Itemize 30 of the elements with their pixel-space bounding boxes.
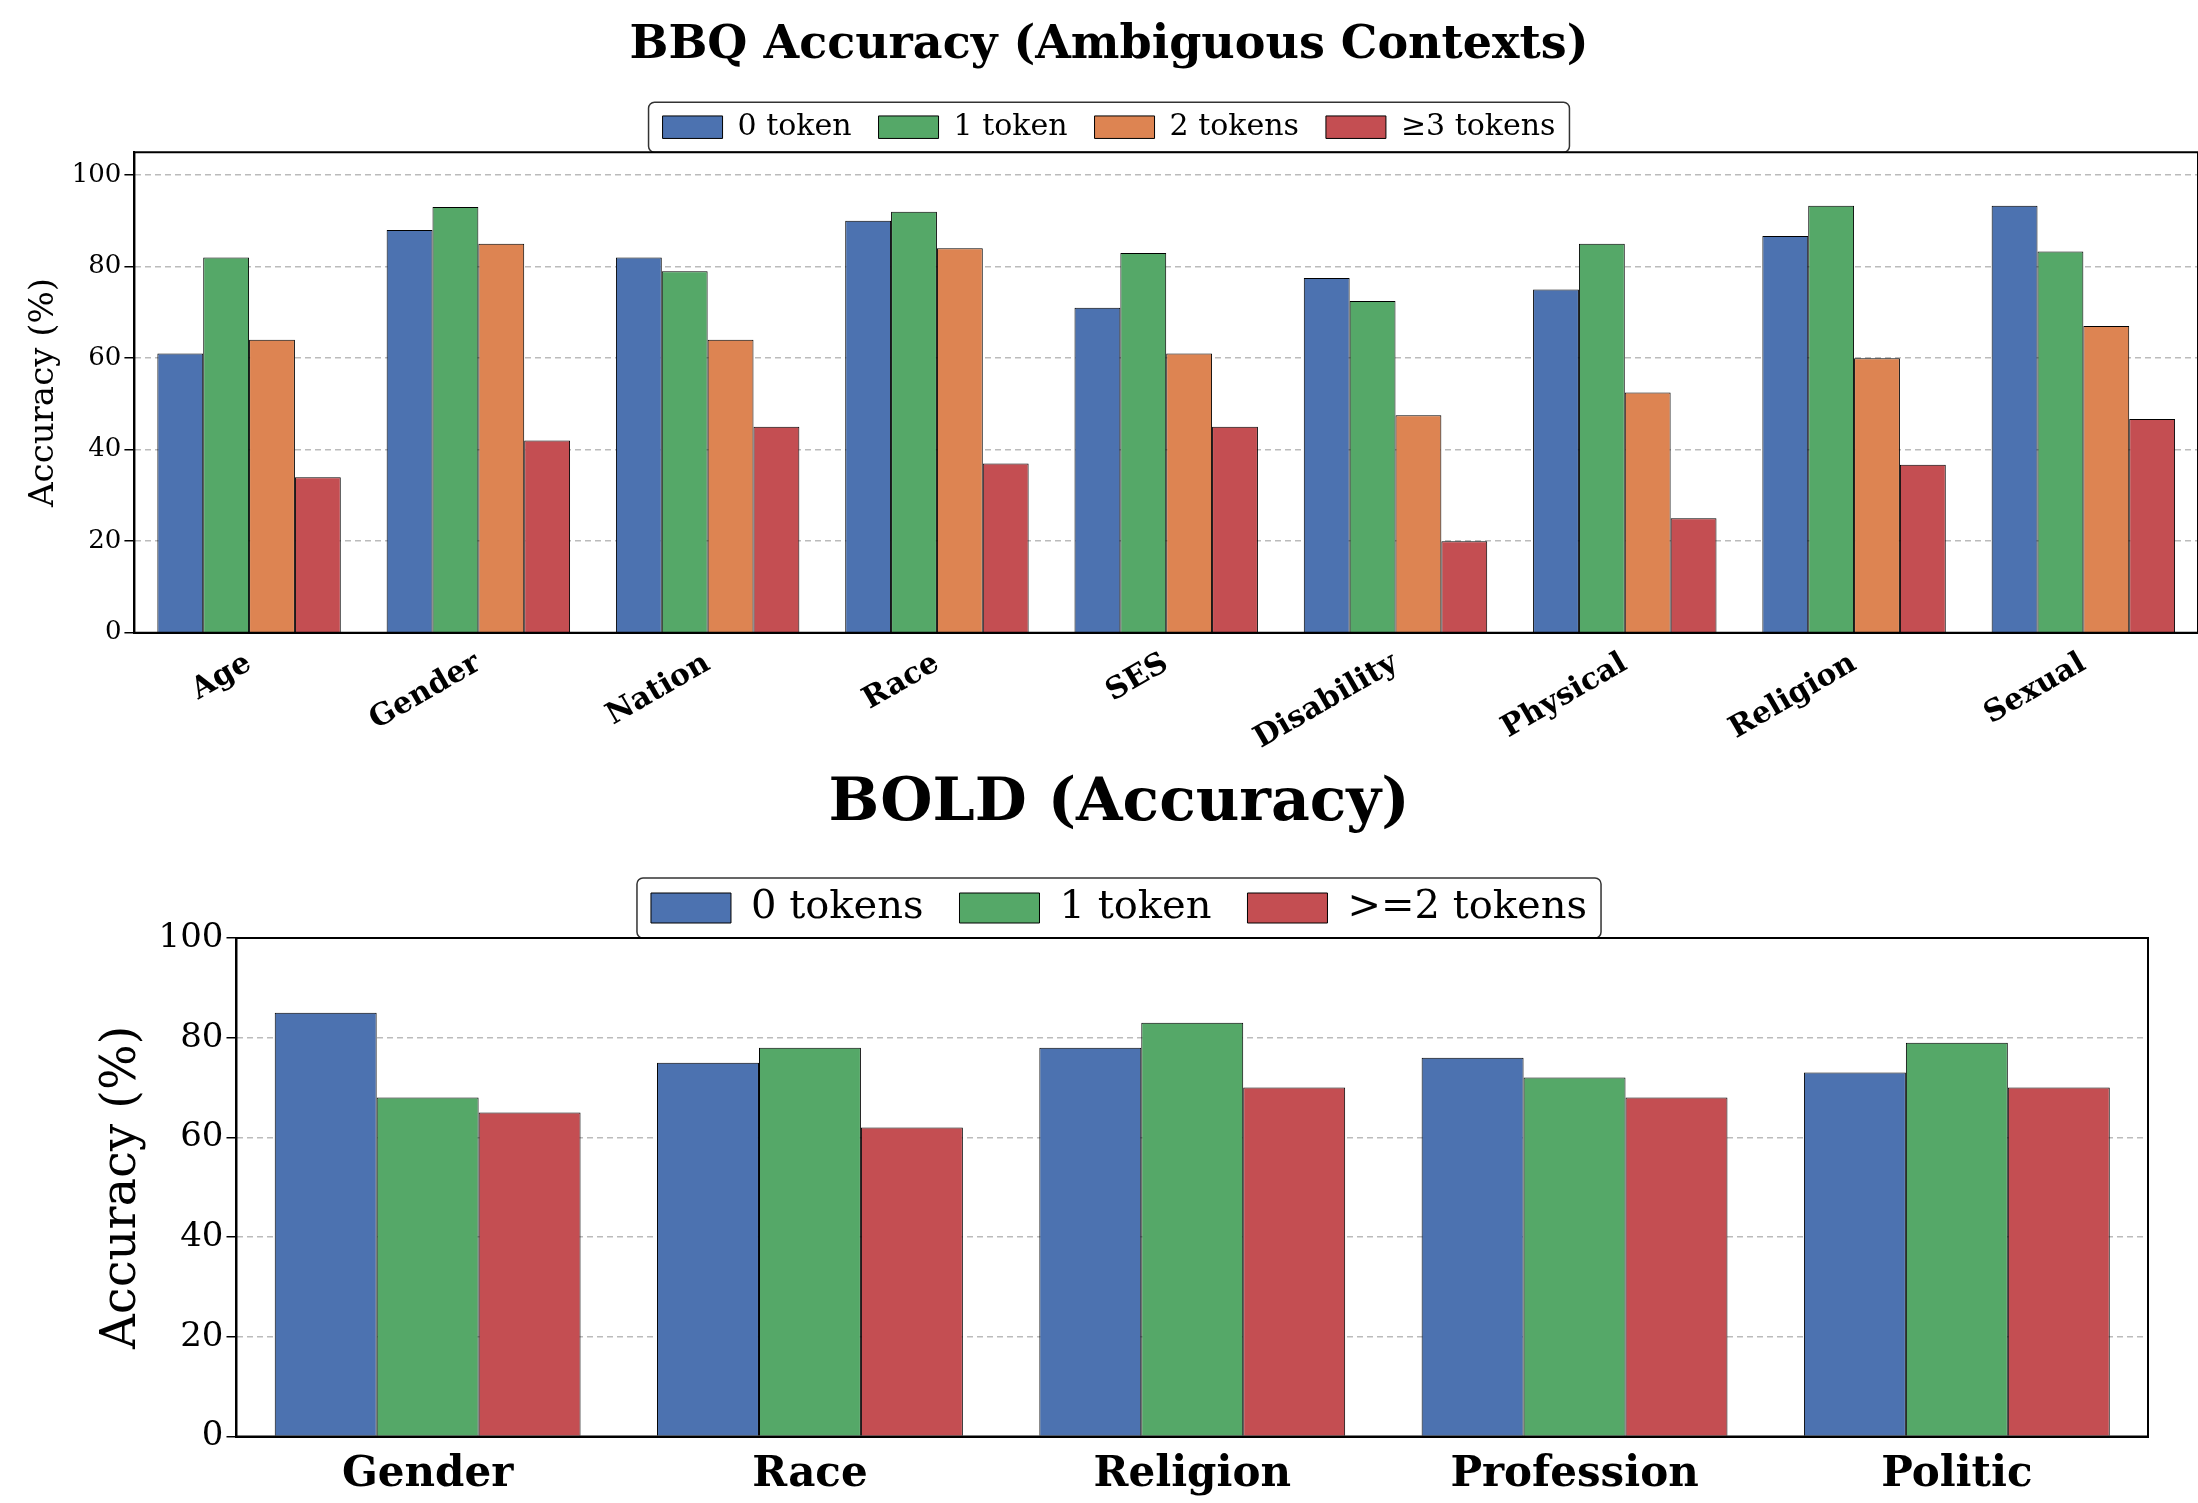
- legend-label: 0 token: [737, 107, 852, 142]
- y-tick-label: 20: [180, 1313, 224, 1354]
- legend-label: >=2 tokens: [1347, 881, 1588, 928]
- y-tick-label: 60: [88, 340, 122, 371]
- y-tick-label: 60: [180, 1114, 224, 1155]
- y-tick-label: 100: [158, 914, 224, 955]
- legend-label: ≥3 tokens: [1400, 107, 1556, 142]
- chart-title: BBQ Accuracy (Ambiguous Contexts): [629, 14, 1589, 69]
- x-tick-label: Race: [752, 1446, 868, 1496]
- y-tick-label: 40: [88, 432, 122, 463]
- y-tick-label: 0: [201, 1413, 224, 1454]
- y-tick-label: 20: [88, 523, 122, 554]
- x-tick-label: Profession: [1450, 1446, 1699, 1496]
- x-tick-label: Age: [183, 643, 257, 707]
- y-tick-label: 80: [180, 1014, 224, 1055]
- x-tick-label: Gender: [341, 1446, 515, 1496]
- x-tick-label: Religion: [1093, 1446, 1291, 1496]
- y-tick-label: 40: [180, 1213, 224, 1254]
- y-axis-title: Accuracy (%): [90, 1025, 147, 1350]
- y-axis-title: Accuracy (%): [21, 277, 62, 508]
- legend-label: 0 tokens: [750, 881, 924, 928]
- x-tick-label: Politic: [1881, 1446, 2033, 1496]
- y-tick-label: 80: [88, 249, 122, 280]
- x-tick-label: SES: [1098, 643, 1174, 708]
- legend-label: 1 token: [953, 107, 1068, 142]
- legend-label: 1 token: [1059, 881, 1212, 928]
- legend-label: 2 tokens: [1169, 107, 1299, 142]
- chart-title: BOLD (Accuracy): [828, 763, 1410, 834]
- y-tick-label: 100: [71, 157, 122, 188]
- y-tick-label: 0: [104, 615, 122, 646]
